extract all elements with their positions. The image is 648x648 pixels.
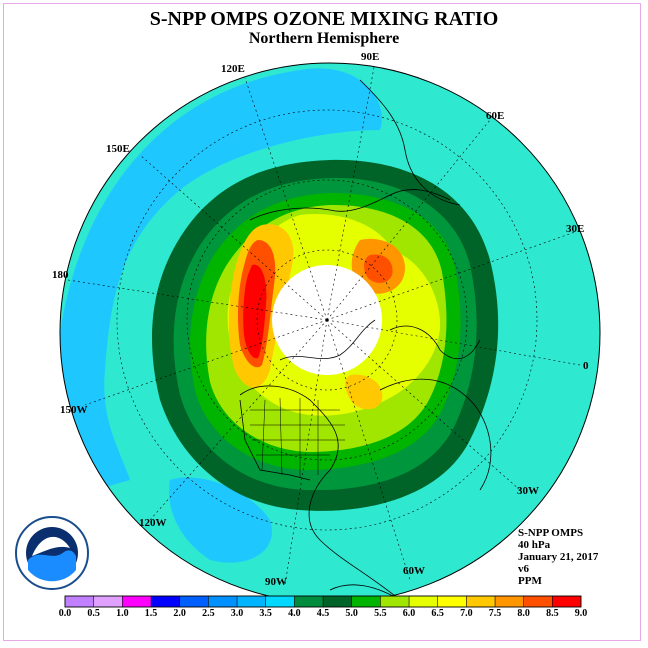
colorbar-swatch [150, 595, 180, 608]
info-pressure: 40 hPa [518, 539, 551, 551]
graticule [67, 63, 581, 586]
colorbar-swatch [265, 595, 295, 608]
colorbar-tick-label: 6.5 [431, 608, 444, 619]
colorbar-tick-label: 3.5 [259, 608, 272, 619]
colorbar-swatch [64, 595, 94, 608]
info-units: PPM [518, 575, 542, 587]
colorbar [64, 595, 582, 608]
lon-label-150e: 150E [106, 143, 130, 155]
image-frame [3, 3, 641, 641]
colorbar-tick-label: 5.5 [374, 608, 387, 619]
map-subtitle: Northern Hemisphere [248, 30, 400, 47]
colorbar-swatch [294, 595, 324, 608]
coastlines [239, 79, 492, 601]
lon-label-90w: 90W [265, 576, 287, 588]
blue-region-west [60, 68, 382, 501]
colorbar-swatch [93, 595, 123, 608]
colorbar-swatch [523, 595, 553, 608]
colorbar-tick-label: 4.5 [316, 608, 330, 619]
colorbar-tick-label: 9.0 [574, 608, 588, 619]
colorbar-swatch [208, 595, 238, 608]
colorbar-swatch [236, 595, 266, 608]
noaa-logo [15, 516, 89, 590]
colorbar-swatch [322, 595, 352, 608]
colorbar-tick-label: 2.0 [173, 608, 186, 619]
colorbar-swatch [380, 595, 410, 608]
blue-region-sw [169, 477, 272, 563]
colorbar-tick-label: 0.0 [58, 608, 72, 619]
colorbar-tick-label: 5.0 [345, 608, 358, 619]
colorbar-tick-label: 8.5 [546, 608, 559, 619]
lon-label-30w: 30W [517, 485, 539, 497]
colorbar-swatch [552, 595, 582, 608]
colorbar-tick-label: 6.0 [402, 608, 416, 619]
lon-label-120e: 120E [221, 63, 245, 75]
lon-label-120w: 120W [139, 517, 167, 529]
max-west [243, 264, 267, 359]
orange-south [345, 374, 383, 410]
colorbar-tick-label: 0.5 [87, 608, 100, 619]
colorbar-swatch [494, 595, 524, 608]
colorbar-swatch [437, 595, 467, 608]
colorbar-swatch [179, 595, 209, 608]
map-title: S-NPP OMPS OZONE MIXING RATIO [149, 8, 499, 30]
colorbar-tick-label: 2.5 [202, 608, 215, 619]
lon-label-60e: 60E [486, 110, 505, 122]
lon-label-90e: 90E [361, 51, 380, 63]
colorbar-tick-label: 3.0 [230, 608, 244, 619]
colorbar-swatch [466, 595, 496, 608]
info-instrument: S-NPP OMPS [518, 527, 584, 539]
us-state-lines [250, 397, 345, 478]
colorbar-tick-label: 8.0 [517, 608, 530, 619]
colorbar-swatch [351, 595, 381, 608]
colorbar-swatch [408, 595, 438, 608]
lon-label-60w: 60W [403, 565, 425, 577]
colorbar-tick-label: 7.5 [488, 608, 502, 619]
lon-label-180: 180 [52, 269, 69, 281]
info-date: January 21, 2017 [518, 551, 599, 563]
lon-label-150w: 150W [60, 404, 88, 416]
colorbar-tick-label: 1.0 [116, 608, 129, 619]
lon-label-30e: 30E [566, 223, 585, 235]
colorbar-tick-label: 4.0 [288, 608, 301, 619]
red-east [364, 254, 393, 283]
info-version: v6 [518, 563, 529, 575]
colorbar-tick-label: 1.5 [144, 608, 158, 619]
lon-label-0: 0 [583, 360, 589, 372]
colorbar-tick-label: 7.0 [460, 608, 473, 619]
colorbar-swatch [122, 595, 152, 608]
map-disk [60, 63, 600, 603]
